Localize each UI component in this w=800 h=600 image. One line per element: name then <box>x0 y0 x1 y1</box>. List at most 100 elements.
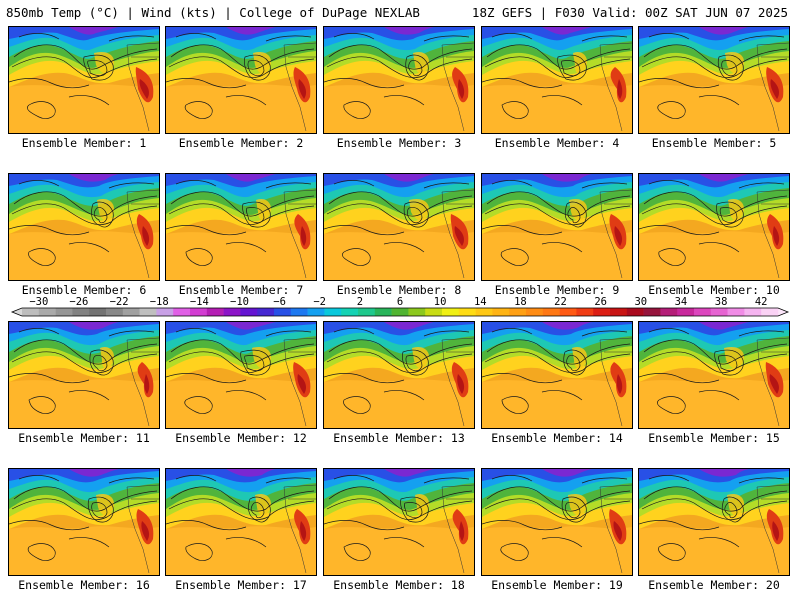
temperature-map <box>8 26 160 134</box>
colorbar-swatch <box>72 308 90 316</box>
colorbar-tick-label: −30 <box>29 296 48 308</box>
temperature-colorbar: −30 −26 −22 −18 −14 −10 −6 −2 2 6 10 14 18 22 26 30 34 38… <box>10 296 790 317</box>
ensemble-member-caption: Ensemble Member: 6 <box>21 283 147 297</box>
colorbar-swatch <box>610 308 628 316</box>
colorbar-tick-label: −2 <box>313 296 326 308</box>
colorbar-swatch <box>139 308 157 316</box>
ensemble-member-caption: Ensemble Member: 15 <box>648 431 780 445</box>
ensemble-member-caption: Ensemble Member: 10 <box>648 283 780 297</box>
colorbar-tick-label: −22 <box>110 296 129 308</box>
temperature-map <box>481 173 633 281</box>
temperature-map <box>165 468 317 576</box>
colorbar-swatch <box>38 308 56 316</box>
colorbar-swatch <box>173 308 191 316</box>
colorbar-swatch <box>442 308 460 316</box>
ensemble-member-caption: Ensemble Member: 9 <box>494 283 620 297</box>
colorbar-swatch <box>526 308 544 316</box>
ensemble-member-caption: Ensemble Member: 19 <box>491 578 623 592</box>
temperature-map <box>8 321 160 429</box>
colorbar-tick-label: −6 <box>273 296 286 308</box>
colorbar-swatch <box>223 308 241 316</box>
colorbar-swatch <box>55 308 73 316</box>
temperature-map <box>481 468 633 576</box>
colorbar-tick-label: 14 <box>474 296 487 308</box>
colorbar-swatch <box>307 308 325 316</box>
colorbar-swatch <box>643 308 661 316</box>
ensemble-member-caption: Ensemble Member: 13 <box>333 431 465 445</box>
colorbar-swatch <box>22 308 40 316</box>
temperature-map <box>8 173 160 281</box>
temperature-map <box>323 468 475 576</box>
colorbar-swatch <box>660 308 678 316</box>
colorbar-tick-label: 22 <box>554 296 567 308</box>
colorbar-tick-label: 10 <box>434 296 447 308</box>
colorbar-outline <box>10 307 790 317</box>
colorbar-swatch <box>206 308 224 316</box>
colorbar-swatch <box>391 308 409 316</box>
ensemble-member-caption: Ensemble Member: 7 <box>178 283 304 297</box>
colorbar-swatch <box>677 308 695 316</box>
temperature-map <box>638 321 790 429</box>
temperature-map <box>323 26 475 134</box>
colorbar-tick-label: 30 <box>634 296 647 308</box>
colorbar-swatch <box>425 308 443 316</box>
colorbar-tick-label: 18 <box>514 296 527 308</box>
colorbar-swatch <box>374 308 392 316</box>
ensemble-member-caption: Ensemble Member: 2 <box>178 136 304 150</box>
temperature-map <box>638 468 790 576</box>
colorbar-swatch <box>761 308 779 316</box>
colorbar-swatch <box>106 308 124 316</box>
ensemble-member-caption: Ensemble Member: 3 <box>336 136 462 150</box>
colorbar-swatch <box>274 308 292 316</box>
colorbar-tick-label: 2 <box>357 296 363 308</box>
colorbar-tick-label: 34 <box>675 296 688 308</box>
colorbar-swatch <box>324 308 342 316</box>
chart-title: 850mb Temp (°C) | Wind (kts) | College o… <box>6 5 420 20</box>
ensemble-member-caption: Ensemble Member: 14 <box>491 431 623 445</box>
colorbar-swatch <box>559 308 577 316</box>
colorbar-tick-label: 6 <box>397 296 403 308</box>
colorbar-tick-label: 26 <box>594 296 607 308</box>
colorbar-swatch <box>290 308 308 316</box>
colorbar-tick-label: −14 <box>190 296 209 308</box>
temperature-map <box>165 26 317 134</box>
temperature-map <box>481 26 633 134</box>
ensemble-member-caption: Ensemble Member: 8 <box>336 283 462 297</box>
temperature-map <box>8 468 160 576</box>
temperature-map <box>165 321 317 429</box>
model-run-info: 18Z GEFS | F030 Valid: 00Z SAT JUN 07 20… <box>471 5 788 20</box>
ensemble-member-caption: Ensemble Member: 4 <box>494 136 620 150</box>
colorbar-swatch <box>744 308 762 316</box>
colorbar-swatch <box>341 308 359 316</box>
temperature-map <box>323 173 475 281</box>
colorbar-swatch <box>626 308 644 316</box>
colorbar-swatch <box>156 308 174 316</box>
ensemble-member-caption: Ensemble Member: 5 <box>651 136 777 150</box>
colorbar-swatch <box>576 308 594 316</box>
colorbar-swatch <box>122 308 140 316</box>
colorbar-swatch <box>509 308 527 316</box>
colorbar-tick-label: −10 <box>230 296 249 308</box>
colorbar-swatch <box>358 308 376 316</box>
colorbar-swatch <box>694 308 712 316</box>
temperature-map <box>638 173 790 281</box>
ensemble-member-caption: Ensemble Member: 20 <box>648 578 780 592</box>
colorbar-tick-label: 38 <box>715 296 728 308</box>
colorbar-swatch <box>190 308 208 316</box>
ensemble-member-caption: Ensemble Member: 11 <box>18 431 150 445</box>
colorbar-swatch <box>240 308 258 316</box>
colorbar-swatch <box>475 308 493 316</box>
temperature-map <box>323 321 475 429</box>
ensemble-member-caption: Ensemble Member: 17 <box>175 578 307 592</box>
colorbar-swatch <box>408 308 426 316</box>
ensemble-member-caption: Ensemble Member: 1 <box>21 136 147 150</box>
colorbar-swatch <box>710 308 728 316</box>
temperature-map <box>165 173 317 281</box>
colorbar-max-arrow <box>778 308 788 316</box>
ensemble-member-caption: Ensemble Member: 12 <box>175 431 307 445</box>
colorbar-swatch <box>542 308 560 316</box>
temperature-map <box>481 321 633 429</box>
temperature-map <box>638 26 790 134</box>
ensemble-member-caption: Ensemble Member: 16 <box>18 578 150 592</box>
ensemble-member-caption: Ensemble Member: 18 <box>333 578 465 592</box>
